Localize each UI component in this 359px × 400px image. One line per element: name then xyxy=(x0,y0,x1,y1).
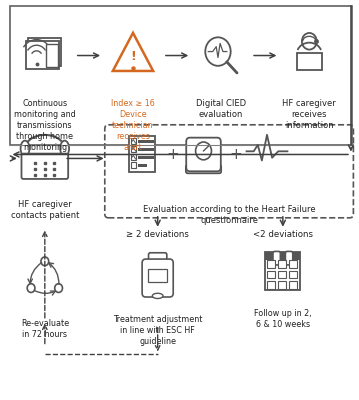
FancyBboxPatch shape xyxy=(138,148,154,151)
FancyBboxPatch shape xyxy=(142,259,173,297)
FancyBboxPatch shape xyxy=(131,138,136,144)
FancyBboxPatch shape xyxy=(289,270,297,278)
FancyBboxPatch shape xyxy=(46,44,58,67)
Text: Re-evaluate
in 72 hours: Re-evaluate in 72 hours xyxy=(21,319,69,339)
FancyBboxPatch shape xyxy=(186,165,221,173)
FancyBboxPatch shape xyxy=(129,136,155,172)
Text: Evaluation according to the Heart Failure
questionnaire: Evaluation according to the Heart Failur… xyxy=(143,205,316,225)
FancyBboxPatch shape xyxy=(138,164,147,167)
FancyBboxPatch shape xyxy=(265,252,300,290)
Text: Continuous
monitoring and
transmissions
through home
monitoring: Continuous monitoring and transmissions … xyxy=(14,99,76,152)
Text: +: + xyxy=(229,147,242,162)
FancyBboxPatch shape xyxy=(278,281,286,289)
FancyBboxPatch shape xyxy=(138,156,154,159)
FancyBboxPatch shape xyxy=(278,260,286,268)
FancyBboxPatch shape xyxy=(149,253,167,266)
Text: Follow up in 2,
6 & 10 weeks: Follow up in 2, 6 & 10 weeks xyxy=(254,309,312,329)
Text: Index ≥ 16
Device
technician
receives
alert: Index ≥ 16 Device technician receives al… xyxy=(111,99,155,152)
Ellipse shape xyxy=(20,141,29,156)
FancyBboxPatch shape xyxy=(131,146,136,152)
FancyBboxPatch shape xyxy=(131,154,136,160)
FancyBboxPatch shape xyxy=(22,154,68,179)
Text: HF caregiver
receives
information: HF caregiver receives information xyxy=(283,99,336,130)
Text: Digital CIED
evaluation: Digital CIED evaluation xyxy=(196,99,246,119)
Ellipse shape xyxy=(152,293,163,298)
FancyBboxPatch shape xyxy=(148,269,167,282)
FancyBboxPatch shape xyxy=(265,252,300,260)
FancyBboxPatch shape xyxy=(131,162,136,168)
Ellipse shape xyxy=(60,141,69,156)
FancyBboxPatch shape xyxy=(267,281,275,289)
FancyBboxPatch shape xyxy=(289,260,297,268)
FancyBboxPatch shape xyxy=(267,260,275,268)
FancyBboxPatch shape xyxy=(25,41,59,69)
FancyBboxPatch shape xyxy=(278,270,286,278)
FancyBboxPatch shape xyxy=(289,281,297,289)
FancyBboxPatch shape xyxy=(297,52,322,70)
Text: +: + xyxy=(166,147,179,162)
Text: ≥ 2 deviations: ≥ 2 deviations xyxy=(126,230,189,240)
FancyBboxPatch shape xyxy=(138,140,154,143)
FancyBboxPatch shape xyxy=(285,252,293,265)
Text: Treatment adjustment
in line with ESC HF
guideline: Treatment adjustment in line with ESC HF… xyxy=(113,315,202,346)
FancyBboxPatch shape xyxy=(273,252,280,265)
FancyBboxPatch shape xyxy=(267,270,275,278)
FancyBboxPatch shape xyxy=(28,38,61,66)
FancyBboxPatch shape xyxy=(186,138,221,171)
Text: <2 deviations: <2 deviations xyxy=(253,230,313,240)
Text: HF caregiver
contacts patient: HF caregiver contacts patient xyxy=(11,200,79,220)
Text: !: ! xyxy=(130,50,136,63)
